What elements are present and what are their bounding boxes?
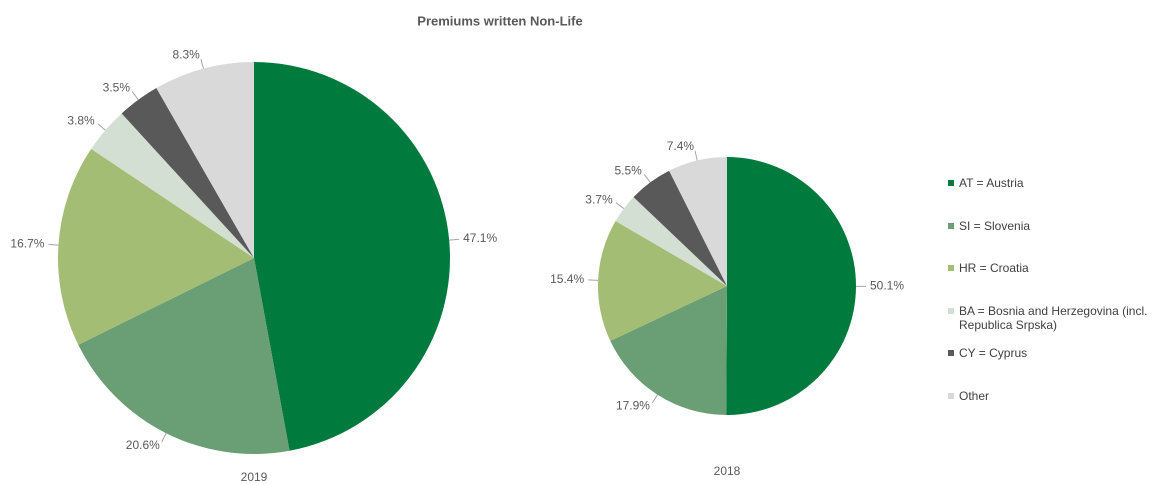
pie-slice — [610, 286, 727, 415]
pie-slice — [254, 62, 450, 451]
legend-swatch — [948, 307, 954, 314]
data-label: 17.9% — [616, 399, 650, 413]
legend-swatch — [948, 222, 954, 229]
pie-caption: 2018 — [714, 464, 741, 478]
pie-slice — [598, 221, 727, 341]
legend-label: Other — [959, 388, 990, 403]
legend-item: BA = Bosnia and Herzegovina (incl. Repub… — [948, 304, 1148, 347]
pie-slice — [91, 113, 254, 259]
legend-swatch — [948, 265, 954, 271]
legend-label: HR = Croatia — [959, 261, 1029, 275]
leader-line — [131, 91, 139, 101]
data-label: 7.4% — [667, 139, 695, 153]
legend-label: CY = Cyprus — [959, 346, 1028, 360]
leader-line — [97, 123, 106, 131]
legend-item: Other — [948, 389, 1148, 432]
data-label: 20.6% — [126, 438, 160, 452]
pie-slice — [633, 170, 727, 286]
data-label: 3.7% — [585, 192, 613, 206]
legend-item: HR = Croatia — [948, 261, 1148, 304]
legend-label: BA = Bosnia and Herzegovina (incl. Repub… — [959, 303, 1148, 332]
legend-item: SI = Slovenia — [948, 219, 1148, 262]
leader-line — [161, 432, 167, 443]
pie-slice — [156, 62, 254, 258]
data-label: 47.1% — [463, 231, 497, 245]
pie-caption: 2019 — [241, 470, 268, 484]
data-label: 3.8% — [67, 113, 95, 127]
legend-item: AT = Austria — [948, 176, 1148, 219]
legend-swatch — [948, 350, 954, 356]
leader-line — [48, 243, 59, 246]
data-label: 5.5% — [615, 163, 643, 177]
leader-line — [643, 174, 651, 183]
pie-slice — [669, 157, 727, 286]
leader-line — [651, 394, 658, 404]
leader-line — [449, 238, 460, 241]
legend-swatch — [948, 392, 954, 399]
legend-item: CY = Cyprus — [948, 346, 1148, 389]
data-label: 8.3% — [173, 47, 201, 61]
legend-label: SI = Slovenia — [959, 218, 1031, 233]
pie-slice — [121, 88, 255, 259]
leader-line — [615, 202, 625, 209]
pie-slice — [726, 157, 856, 415]
pie-slice — [57, 148, 254, 345]
data-label: 15.4% — [550, 272, 584, 286]
legend: AT = Austria SI = Slovenia HR = Croatia BA … — [948, 176, 1148, 431]
legend-swatch — [948, 180, 954, 186]
data-label: 3.5% — [103, 81, 131, 95]
pie-slice — [615, 197, 727, 286]
leader-line — [200, 58, 204, 69]
chart-title: Premiums written Non-Life — [417, 13, 582, 28]
data-label: 50.1% — [870, 279, 904, 293]
leader-line — [694, 150, 698, 161]
data-label: 16.7% — [10, 236, 44, 250]
legend-label: AT = Austria — [959, 176, 1024, 190]
pie-slice — [78, 258, 290, 454]
